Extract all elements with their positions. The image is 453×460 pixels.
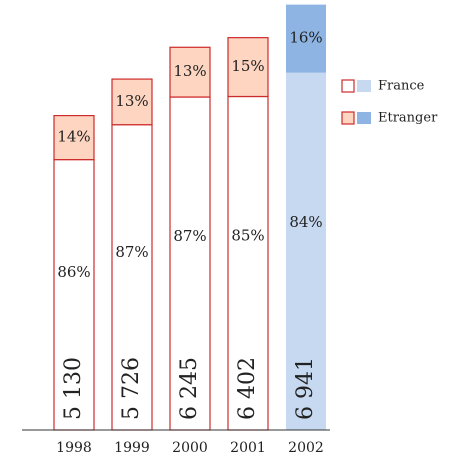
x-tick-label: 2001 xyxy=(230,440,266,456)
x-tick-label: 2002 xyxy=(288,440,324,456)
legend-swatch xyxy=(341,79,355,93)
total-label: 6 941 xyxy=(293,357,318,420)
segment-label: 84% xyxy=(289,213,322,231)
total-label: 6 402 xyxy=(235,357,260,420)
legend-swatch xyxy=(357,112,371,124)
bar-segment xyxy=(111,78,153,126)
x-tick-label: 1998 xyxy=(56,440,92,456)
total-label: 6 245 xyxy=(177,357,202,420)
bar-segment xyxy=(286,72,326,431)
legend-label: France xyxy=(378,79,425,94)
segment-label: 85% xyxy=(231,227,264,245)
segment-label: 87% xyxy=(115,243,148,261)
bar-segment xyxy=(286,4,326,73)
segment-label: 13% xyxy=(173,62,206,80)
bar-segment xyxy=(53,159,95,431)
segment-label: 15% xyxy=(231,57,264,75)
x-tick-label: 2000 xyxy=(172,440,208,456)
segment-label: 14% xyxy=(57,128,90,146)
segment-label: 86% xyxy=(57,263,90,281)
bar-segment xyxy=(227,37,269,98)
total-label: 5 130 xyxy=(61,357,86,420)
segment-label: 87% xyxy=(173,227,206,245)
legend-label: Etranger xyxy=(378,111,438,126)
segment-label: 16% xyxy=(289,29,322,47)
segment-label: 13% xyxy=(115,92,148,110)
x-tick-label: 1999 xyxy=(114,440,150,456)
total-label: 5 726 xyxy=(119,357,144,420)
legend-swatch xyxy=(357,80,371,92)
bar-segment xyxy=(169,46,211,98)
legend-swatch xyxy=(341,111,355,125)
bar-segment xyxy=(53,115,95,161)
